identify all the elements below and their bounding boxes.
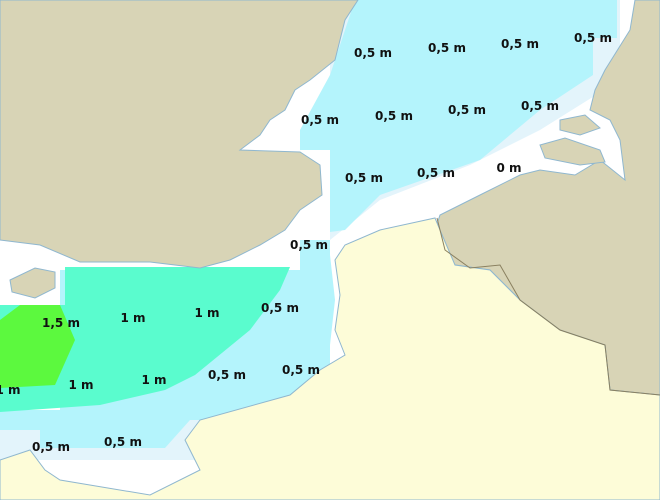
land-isle-of-wight	[9, 267, 56, 299]
wave-height-labels: 0,5 m 0,5 m 0,5 m 0,5 m 0,5 m 0,5 m 0,5 m 0,5 m…	[0, 31, 612, 454]
zone-1m	[0, 267, 290, 412]
wave-height-label: 0,5 m	[301, 113, 339, 127]
wave-height-label: 0,5 m	[282, 363, 320, 377]
wave-height-label: 0,5 m	[208, 368, 246, 382]
wave-height-label: 1 m	[141, 373, 166, 387]
wave-height-label: 0,5 m	[501, 37, 539, 51]
wave-height-label: 1 m	[194, 306, 219, 320]
wave-height-label: 0,5 m	[417, 166, 455, 180]
wave-height-label: 0,5 m	[428, 41, 466, 55]
wave-height-label: 0,5 m	[375, 109, 413, 123]
wave-height-label: 0,5 m	[354, 46, 392, 60]
wave-height-label: 1 m	[0, 383, 21, 397]
wave-height-label: 0 m	[496, 161, 521, 175]
wave-height-label: 1 m	[68, 378, 93, 392]
wave-height-label: 0,5 m	[290, 238, 328, 252]
wave-height-label: 0,5 m	[574, 31, 612, 45]
land-england	[0, 0, 359, 269]
wave-height-label: 0,5 m	[345, 171, 383, 185]
border-line	[436, 217, 660, 396]
land-zeeland-island	[539, 114, 606, 166]
wave-height-label: 1,5 m	[42, 316, 80, 330]
wave-height-label: 1 m	[120, 311, 145, 325]
wave-height-label: 0,5 m	[261, 301, 299, 315]
zone-1-5m	[0, 305, 75, 388]
wave-height-label: 0,5 m	[521, 99, 559, 113]
wave-height-label: 0,5 m	[32, 440, 70, 454]
wave-height-label: 0,5 m	[448, 103, 486, 117]
wave-height-label: 0,5 m	[104, 435, 142, 449]
